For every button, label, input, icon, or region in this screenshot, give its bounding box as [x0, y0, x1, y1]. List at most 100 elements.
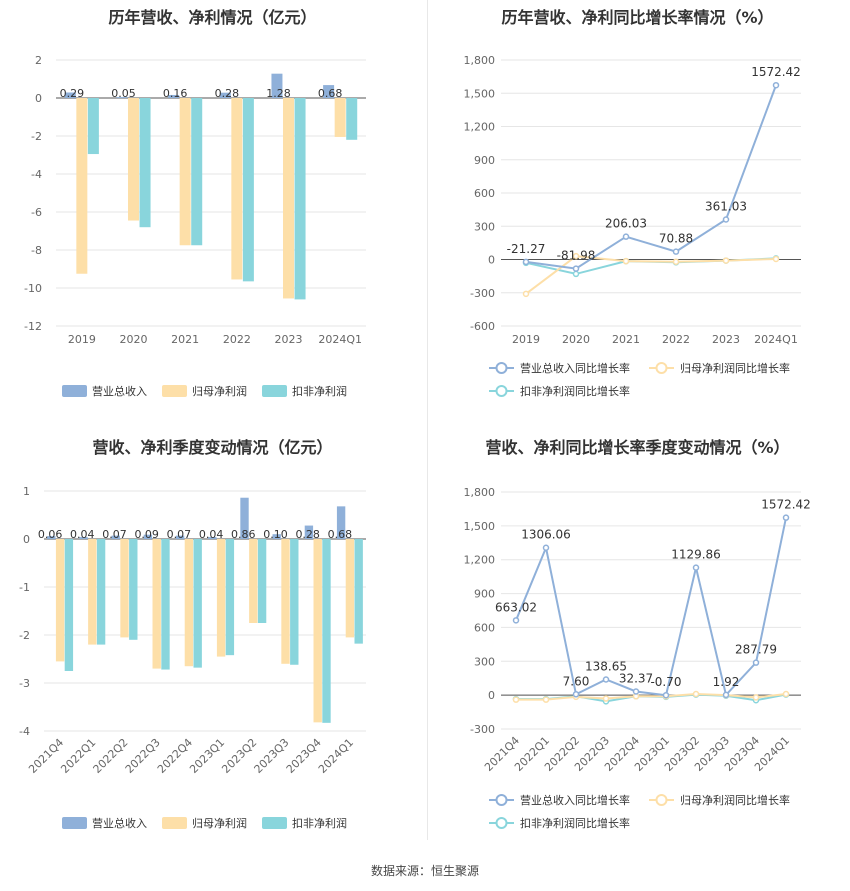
data-label: 206.03	[605, 217, 647, 231]
x-tick-label: 2023	[275, 333, 303, 346]
bar-deducted	[225, 539, 235, 656]
chart-annual-bar: 历年营收、净利情况（亿元） 2 0 -2 -4 -6 -8 -10 -12 0.29 2019 0.…	[0, 0, 425, 430]
bar-netprofit	[345, 539, 355, 638]
data-label: 70.88	[659, 232, 693, 246]
x-tick-label: 2021	[171, 333, 199, 346]
legend-swatch	[62, 385, 87, 397]
data-label: 1572.42	[761, 498, 811, 512]
legend-swatch	[162, 385, 187, 397]
chart-quarterly-bar-svg: 10-1-2-3-40.062021Q40.042022Q10.072022Q2…	[19, 485, 366, 830]
bar-netprofit	[55, 539, 65, 662]
data-label: 1.92	[713, 675, 740, 689]
data-label: -21.27	[507, 242, 546, 256]
legend-label: 营业总收入同比增长率	[520, 361, 630, 375]
chart-title: 历年营收、净利情况（亿元）	[108, 8, 317, 27]
data-label: 0.04	[199, 528, 224, 541]
data-point	[622, 257, 630, 265]
series-line-revenue	[525, 84, 777, 270]
x-tick-label: 2019	[512, 333, 540, 346]
data-point	[722, 216, 730, 223]
y-tick-label: 600	[474, 187, 495, 200]
data-point	[542, 696, 550, 703]
y-tick-label: 300	[474, 220, 495, 233]
data-point	[512, 696, 520, 703]
x-tick-label: 2020	[562, 333, 590, 346]
legend-label: 营业总收入同比增长率	[520, 793, 630, 807]
legend-label: 扣非净利润	[292, 384, 347, 398]
data-point	[602, 695, 610, 702]
x-tick-label: 2024Q1	[318, 333, 362, 346]
bar-netprofit	[313, 539, 322, 723]
bar-revenue	[208, 537, 217, 539]
bar-revenue	[64, 92, 76, 98]
legend-swatch	[162, 817, 187, 829]
bar-revenue	[272, 534, 281, 539]
legend-label: 扣非净利润同比增长率	[520, 816, 630, 830]
bar-netprofit	[179, 98, 191, 246]
y-tick-label: 900	[474, 588, 495, 601]
x-tick-label: 2022	[662, 333, 690, 346]
series-line-netprofit	[516, 693, 787, 701]
x-tick-label: 2020	[120, 333, 148, 346]
data-label: 0.86	[231, 528, 256, 541]
y-tick-label: -4	[31, 168, 42, 181]
legend-label: 营业总收入	[92, 816, 147, 830]
legend-label: 归母净利润	[192, 384, 247, 398]
bar-revenue	[143, 534, 153, 539]
data-label: -0.70	[650, 675, 681, 689]
data-label: 1129.86	[671, 548, 721, 562]
bar-deducted	[193, 539, 202, 668]
data-point	[772, 255, 780, 263]
data-point	[622, 233, 630, 240]
data-label: 0.68	[318, 87, 343, 100]
chart-title: 营收、净利同比增长率季度变动情况（%）	[485, 438, 790, 457]
chart-quarterly-growth-svg: 1,800 1,500 1,200 900 600 300 0 -300 663.02 1306.…	[464, 486, 811, 830]
data-point	[522, 258, 530, 266]
data-source: 数据来源：恒生聚源	[370, 864, 479, 878]
bar-deducted	[87, 98, 99, 155]
bar-deducted	[161, 539, 170, 670]
bar-revenue	[175, 535, 185, 539]
data-label: 0.68	[328, 528, 353, 541]
legend-swatch	[262, 817, 287, 829]
y-tick-label: 0	[23, 533, 30, 546]
data-label: 663.02	[495, 600, 537, 614]
y-tick-label: -4	[19, 725, 30, 738]
data-point	[722, 257, 730, 264]
data-point	[542, 544, 550, 551]
bar-deducted	[290, 539, 299, 665]
bar-revenue	[116, 97, 128, 99]
bar-revenue	[240, 497, 249, 539]
y-tick-label: -600	[470, 320, 495, 333]
x-tick-label: 2021	[612, 333, 640, 346]
y-tick-label: 1	[23, 485, 30, 498]
x-tick-label: 2024Q1	[316, 736, 356, 776]
data-label: 0.28	[215, 87, 240, 100]
legend-swatch	[262, 385, 287, 397]
data-label: 0.10	[263, 528, 288, 541]
data-point	[572, 252, 580, 260]
bar-revenue	[336, 506, 346, 539]
data-label: -81.98	[557, 249, 596, 263]
y-tick-label: 1,200	[464, 121, 496, 134]
bar-deducted	[96, 539, 106, 645]
legend-label: 归母净利润	[192, 816, 247, 830]
y-tick-label: 600	[474, 621, 495, 634]
chart-title: 历年营收、净利同比增长率情况（%）	[501, 8, 774, 27]
data-point	[572, 265, 580, 272]
data-label: 287.79	[735, 643, 777, 657]
y-tick-label: 1,500	[464, 520, 496, 533]
legend-swatch	[62, 817, 87, 829]
y-tick-label: 0	[488, 689, 495, 702]
legend-marker	[655, 794, 668, 806]
legend-label: 归母净利润同比增长率	[680, 793, 790, 807]
y-tick-label: -3	[19, 677, 30, 690]
data-point	[772, 81, 780, 89]
chart-title: 营收、净利季度变动情况（亿元）	[92, 438, 333, 457]
data-label: 1.28	[266, 87, 291, 100]
bar-netprofit	[184, 539, 194, 667]
chart-quarterly-growth: 营收、净利同比增长率季度变动情况（%） 1,800 1,500 1,200 900 60…	[425, 430, 850, 860]
bar-deducted	[294, 98, 306, 300]
legend-marker	[655, 362, 668, 374]
bar-netprofit	[249, 539, 258, 623]
